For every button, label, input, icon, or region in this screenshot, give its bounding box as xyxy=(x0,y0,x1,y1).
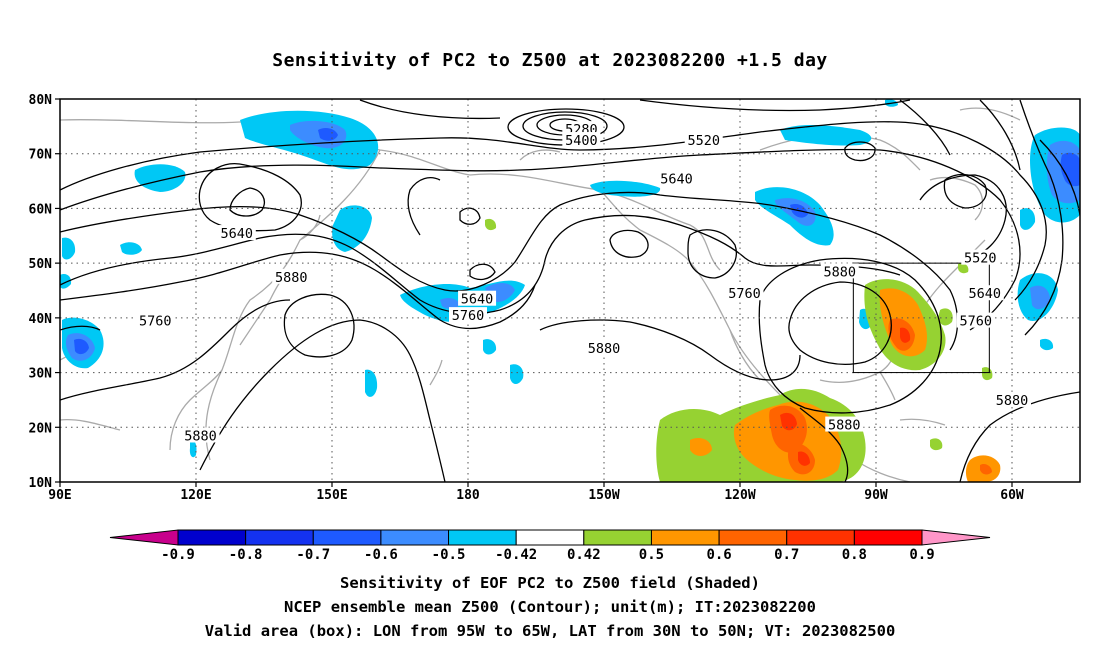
lat-tick-label: 60N xyxy=(29,202,53,217)
plot-frame xyxy=(59,98,1081,483)
latitude-axis: 10N 20N 30N 40N 50N 60N 70N 80N xyxy=(29,93,60,491)
contour-label-bg xyxy=(562,132,601,148)
lat-tick-label: 50N xyxy=(29,257,53,272)
negative-sensitivity-shading xyxy=(60,99,1080,458)
lon-tick-label: 180 xyxy=(456,488,480,503)
contour-label: 5520 xyxy=(964,251,997,267)
colorbar-label: 0.5 xyxy=(639,547,664,563)
lon-tick-label: 120W xyxy=(724,488,755,503)
contour-label-bg xyxy=(993,391,1031,407)
lat-tick-label: 20N xyxy=(29,421,53,436)
contour-label-bg xyxy=(684,132,723,148)
contour-label-bg xyxy=(961,249,1000,265)
contour-label: 5880 xyxy=(184,428,217,444)
contour-label-bg xyxy=(585,339,623,355)
contour-label: 5400 xyxy=(565,133,598,149)
contour-label-bg xyxy=(825,416,864,432)
lat-tick-label: 10N xyxy=(29,476,53,491)
contour-label: 5640 xyxy=(221,226,254,242)
contour-label-bg xyxy=(820,263,859,279)
colorbar: -0.9 -0.8 -0.7 -0.6 -0.5 -0.42 0.42 0.5 0.6 0.7 0.… xyxy=(109,529,991,563)
contour-label-bg xyxy=(272,268,311,284)
lat-tick-label: 30N xyxy=(29,367,53,382)
colorbar-swatch xyxy=(448,529,517,546)
contour-label: 5880 xyxy=(828,418,861,434)
contour-label: 5880 xyxy=(275,270,308,286)
contour-label-bg xyxy=(136,312,175,328)
contour-label: 5640 xyxy=(461,292,494,308)
colorbar-label: -0.5 xyxy=(432,547,466,563)
lon-tick-label: 60W xyxy=(1000,488,1024,503)
colorbar-label: 0.8 xyxy=(842,547,867,563)
contour-label-bg xyxy=(458,290,497,306)
contour-label: 5760 xyxy=(139,314,172,330)
colorbar-swatch xyxy=(380,529,450,546)
colorbar-label: 0.42 xyxy=(567,547,601,563)
contour-label-bg xyxy=(657,170,696,186)
colorbar-swatch xyxy=(583,529,652,546)
lat-lon-grid xyxy=(60,99,1080,482)
caption-shaded: Sensitivity of EOF PC2 to Z500 field (Sh… xyxy=(340,574,760,592)
colorbar-high-extension xyxy=(921,529,991,546)
colorbar-label: -0.6 xyxy=(364,547,398,563)
z500-contours xyxy=(60,99,1080,482)
lon-tick-label: 120E xyxy=(180,488,211,503)
contour-label-bg xyxy=(965,285,1004,301)
colorbar-low-extension xyxy=(109,529,179,546)
colorbar-swatch xyxy=(718,529,788,546)
contour-label: 5640 xyxy=(660,171,693,187)
colorbar-swatch xyxy=(650,529,720,546)
colorbar-label: 0.9 xyxy=(909,547,934,563)
colorbar-swatch xyxy=(177,529,247,546)
contour-label: 5880 xyxy=(588,341,621,357)
colorbar-swatch xyxy=(853,529,923,546)
caption-contour: NCEP ensemble mean Z500 (Contour); unit(… xyxy=(284,598,816,616)
caption-valid-area: Valid area (box): LON from 95W to 65W, L… xyxy=(204,622,896,640)
contour-label: 5760 xyxy=(959,314,992,330)
lon-tick-label: 150W xyxy=(588,488,619,503)
contour-label: 5880 xyxy=(823,264,856,280)
colorbar-swatch xyxy=(312,529,382,546)
lat-tick-label: 80N xyxy=(29,93,53,108)
colorbar-swatch xyxy=(245,529,314,546)
lon-tick-label: 150E xyxy=(316,488,347,503)
contour-label: 5760 xyxy=(728,286,761,302)
colorbar-label: 0.7 xyxy=(774,547,799,563)
lat-tick-label: 40N xyxy=(29,312,53,327)
colorbar-label: -0.7 xyxy=(296,547,330,563)
colorbar-swatch xyxy=(515,529,585,546)
contour-label: 5520 xyxy=(687,133,720,149)
colorbar-label: -0.8 xyxy=(229,547,263,563)
contour-label-bg xyxy=(725,285,764,301)
contour-label-bg xyxy=(181,427,220,443)
contour-label: 5880 xyxy=(996,393,1029,409)
colorbar-swatch xyxy=(786,529,855,546)
contour-label: 5640 xyxy=(969,286,1002,302)
colorbar-label: 0.6 xyxy=(706,547,731,563)
colorbar-label: -0.42 xyxy=(495,547,537,563)
lon-tick-label: 90W xyxy=(864,488,888,503)
map-title: Sensitivity of PC2 to Z500 at 2023082200… xyxy=(272,50,828,71)
lat-tick-label: 70N xyxy=(29,148,53,163)
contour-label-bg xyxy=(956,312,995,328)
lon-tick-label: 90E xyxy=(48,488,71,503)
contour-label-bg xyxy=(449,307,487,323)
longitude-axis: 90E 120E 150E 180 150W 120W 90W 60W xyxy=(48,482,1024,503)
contour-label-bg xyxy=(217,225,256,241)
contour-label: 5760 xyxy=(452,308,485,324)
colorbar-label: -0.9 xyxy=(161,547,195,563)
